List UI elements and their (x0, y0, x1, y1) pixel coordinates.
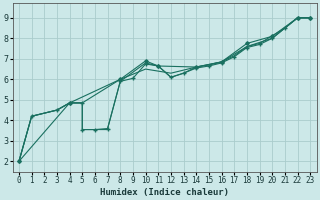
X-axis label: Humidex (Indice chaleur): Humidex (Indice chaleur) (100, 188, 229, 197)
